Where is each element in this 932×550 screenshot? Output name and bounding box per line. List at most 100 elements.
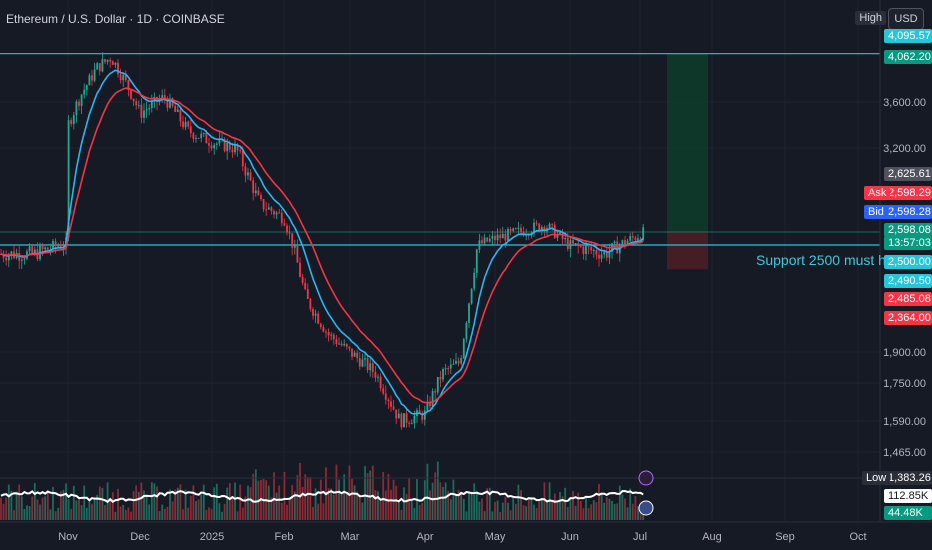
candle-body [436, 376, 439, 393]
candle-body [494, 235, 496, 241]
volume-bar [309, 477, 312, 520]
volume-ma-line [0, 490, 644, 504]
candle-body [117, 62, 119, 75]
candle-body [275, 212, 278, 215]
volume-bar [33, 483, 36, 520]
candle-body [244, 166, 247, 176]
candle-body [262, 199, 265, 210]
volume-bar [486, 488, 489, 520]
candle-body [215, 143, 218, 145]
candle-body [88, 75, 91, 86]
volume-bar [351, 479, 353, 520]
volume-bar [299, 462, 301, 520]
volume-bar [637, 506, 639, 520]
candle-body [462, 338, 465, 358]
price-label: 4,062.20 [884, 50, 932, 64]
candle-body [83, 89, 86, 95]
candle-body [28, 246, 31, 252]
candle-body [491, 235, 494, 239]
volume-bar [26, 505, 28, 520]
candle-body [265, 209, 268, 211]
volume-bar [192, 485, 195, 520]
volume-bar [200, 494, 203, 520]
candle-body [574, 243, 577, 245]
volume-bar [332, 494, 335, 520]
candle-body [465, 322, 468, 339]
volume-bar [413, 508, 416, 520]
candle-body [278, 212, 281, 214]
candle-body [228, 142, 231, 150]
y-tick-label: 3,600.00 [883, 97, 926, 109]
high-badge[interactable]: High [855, 11, 886, 25]
volume-bar [358, 494, 361, 520]
volume-bar [439, 482, 442, 520]
candle-body [460, 357, 463, 364]
volume-bar [574, 505, 577, 520]
currency-button[interactable]: USD [888, 8, 924, 30]
candle-body [41, 245, 44, 250]
volume-bar [483, 511, 486, 520]
volume-bar [182, 509, 184, 520]
volume-bar [525, 506, 528, 520]
candle-body [5, 257, 8, 261]
candle-body [473, 272, 476, 289]
volume-bar [585, 496, 587, 520]
volume-bar [624, 498, 626, 520]
candle-body [483, 237, 486, 244]
candle-body [353, 352, 356, 357]
volume-bar [504, 496, 507, 520]
volume-bar [70, 508, 73, 520]
volume-bar [179, 484, 182, 520]
candle-body [309, 298, 312, 310]
price-label: 2,598.28 [884, 205, 932, 219]
volume-bar [85, 507, 88, 520]
candle-body [400, 413, 403, 428]
candle-body [600, 254, 603, 259]
candle-body [267, 207, 270, 210]
price-label: 44.48K [884, 506, 932, 520]
volume-bar [49, 509, 52, 520]
volume-bar [18, 484, 21, 520]
candle-body [202, 133, 205, 135]
candle-body [564, 238, 567, 240]
candle-body [119, 74, 122, 81]
volume-bar [475, 491, 478, 520]
volume-bar [176, 487, 179, 520]
candle-body [301, 276, 304, 283]
volume-bar [98, 486, 101, 520]
volume-bar [600, 494, 603, 520]
y-tick-label: 1,900.00 [883, 347, 926, 359]
volume-bar [153, 483, 156, 520]
candle-body [236, 144, 239, 151]
volume-bar [96, 494, 99, 520]
volume-bar [382, 471, 385, 520]
ema-slow-line [0, 87, 644, 404]
volume-bar [166, 506, 169, 520]
volume-bar [470, 491, 473, 520]
candle-body [631, 236, 634, 238]
candle-body [512, 228, 515, 231]
volume-bar [522, 505, 525, 520]
candle-body [7, 255, 10, 261]
volume-bar [611, 500, 613, 520]
candle-body [613, 241, 616, 244]
candle-body [356, 352, 359, 358]
candle-body [291, 233, 294, 248]
candle-body [135, 101, 138, 106]
volume-bar [88, 501, 91, 520]
price-label-tag: Bid [864, 205, 888, 219]
volume-bar [93, 497, 96, 520]
candle-body [143, 110, 145, 118]
candle-body [413, 416, 416, 424]
candle-body [514, 228, 517, 230]
price-label: 2,625.61 [884, 167, 932, 181]
candle-body [447, 368, 450, 370]
volume-bar [634, 496, 637, 520]
volume-bar [270, 497, 273, 520]
volume-bar [184, 489, 187, 520]
volume-bar [546, 501, 548, 520]
candle-body [85, 85, 88, 90]
volume-bar [130, 511, 132, 520]
volume-bar [429, 490, 431, 520]
